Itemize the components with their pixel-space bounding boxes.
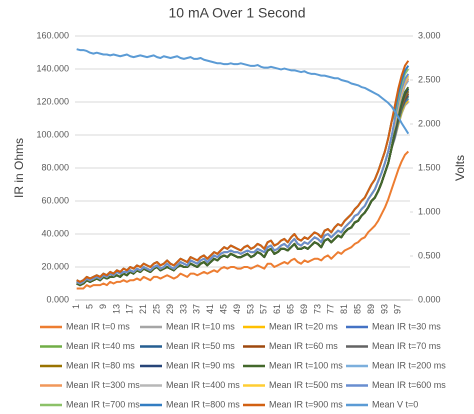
y2-axis-title: Volts (453, 155, 467, 181)
y2-tick-label: 2.500 (418, 74, 441, 84)
x-tick-label: 33 (178, 304, 188, 314)
legend-label: Mean V t=0 (372, 399, 418, 409)
x-tick-label: 45 (218, 304, 228, 314)
chart-title: 10 mA Over 1 Second (169, 5, 306, 21)
legend-label: Mean IR t=300 ms (66, 380, 140, 390)
legend-label: Mean IR t=20 ms (269, 321, 338, 331)
series-line (76, 73, 410, 285)
x-tick-label: 93 (379, 304, 389, 314)
legend-label: Mean IR t=600 ms (372, 380, 446, 390)
legend-label: Mean IR t=50 ms (166, 341, 235, 351)
y2-tick-label: 0.500 (418, 250, 441, 260)
x-tick-label: 85 (352, 304, 362, 314)
y-tick-label: 80.000 (41, 162, 69, 172)
legend-label: Mean IR t=700 ms (66, 399, 140, 409)
legend-label: Mean IR t=500 ms (269, 380, 343, 390)
series-line (76, 150, 410, 290)
x-tick-label: 17 (125, 304, 135, 314)
y-tick-label: 0.000 (46, 294, 69, 304)
legend-label: Mean IR t=70 ms (372, 341, 441, 351)
legend-label: Mean IR t=800 ms (166, 399, 240, 409)
x-tick-label: 65 (285, 304, 295, 314)
x-tick-label: 53 (245, 304, 255, 314)
y-tick-label: 60.000 (41, 195, 69, 205)
y-tick-label: 40.000 (41, 228, 69, 238)
series-line (76, 99, 410, 287)
x-tick-label: 61 (272, 304, 282, 314)
y2-tick-label: 1.000 (418, 206, 441, 216)
legend-label: Mean IR t=0 ms (66, 321, 130, 331)
legend-label: Mean IR t=10 ms (166, 321, 235, 331)
y-tick-label: 140.000 (36, 63, 69, 73)
x-tick-label: 41 (205, 304, 215, 314)
x-tick-label: 69 (299, 304, 309, 314)
x-tick-label: 5 (84, 304, 94, 309)
series-line (76, 60, 410, 283)
x-tick-label: 21 (138, 304, 148, 314)
x-tick-label: 37 (192, 304, 202, 314)
y2-tick-label: 3.000 (418, 30, 441, 40)
x-tick-label: 49 (232, 304, 242, 314)
series-line (76, 101, 410, 287)
legend-label: Mean IR t=60 ms (269, 341, 338, 351)
x-tick-label: 97 (393, 304, 403, 314)
x-tick-label: 13 (111, 304, 121, 314)
x-tick-label: 77 (326, 304, 336, 314)
y2-tick-label: 1.500 (418, 162, 441, 172)
x-tick-label: 89 (366, 304, 376, 314)
y-axis-title: IR in Ohms (12, 138, 26, 198)
legend-label: Mean IR t=100 ms (269, 360, 343, 370)
series-line (76, 86, 410, 287)
x-tick-label: 29 (165, 304, 175, 314)
x-tick-label: 25 (151, 304, 161, 314)
y-tick-label: 120.000 (36, 96, 69, 106)
x-tick-label: 57 (259, 304, 269, 314)
legend-label: Mean IR t=900 ms (269, 399, 343, 409)
y2-tick-label: 0.000 (418, 294, 441, 304)
legend-label: Mean IR t=40 ms (66, 341, 135, 351)
x-tick-label: 81 (339, 304, 349, 314)
y2-tick-label: 2.000 (418, 118, 441, 128)
series-line (76, 48, 410, 135)
x-tick-label: 9 (98, 304, 108, 309)
legend-label: Mean IR t=80 ms (66, 360, 135, 370)
legend-label: Mean IR t=200 ms (372, 360, 446, 370)
y-tick-label: 20.000 (41, 261, 69, 271)
legend-label: Mean IR t=400 ms (166, 380, 240, 390)
y-tick-label: 160.000 (36, 30, 69, 40)
legend-label: Mean IR t=90 ms (166, 360, 235, 370)
x-tick-label: 1 (71, 304, 81, 309)
legend-label: Mean IR t=30 ms (372, 321, 441, 331)
x-tick-label: 73 (312, 304, 322, 314)
y-tick-label: 100.000 (36, 129, 69, 139)
